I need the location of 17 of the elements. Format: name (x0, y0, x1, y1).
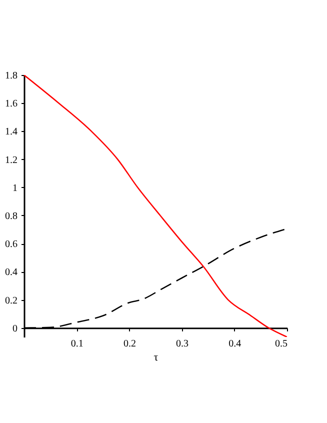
x-axis-title: τ (154, 351, 159, 364)
y-tick-label: 0.2 (5, 295, 18, 306)
y-tick-label: 1.2 (5, 154, 18, 166)
y-tick-label: 1.6 (5, 98, 18, 110)
y-tick-label: 1.8 (5, 70, 18, 82)
x-tick-label: 0.5 (275, 338, 288, 350)
y-tick-label: 1.4 (5, 126, 18, 138)
x-tick-label: 0.2 (123, 338, 136, 350)
y-tick-label: 1 (12, 182, 18, 194)
y-tick-label: 0.8 (5, 210, 18, 222)
x-tick-label: 0.1 (70, 338, 84, 350)
x-tick-label: 0.3 (176, 338, 189, 350)
x-tick-label: 0.4 (228, 338, 242, 350)
y-tick-label: 0.4 (5, 267, 18, 278)
y-tick-label: 0 (12, 323, 18, 334)
y-tick-label: 0.6 (5, 239, 18, 250)
line-series (24, 75, 287, 337)
